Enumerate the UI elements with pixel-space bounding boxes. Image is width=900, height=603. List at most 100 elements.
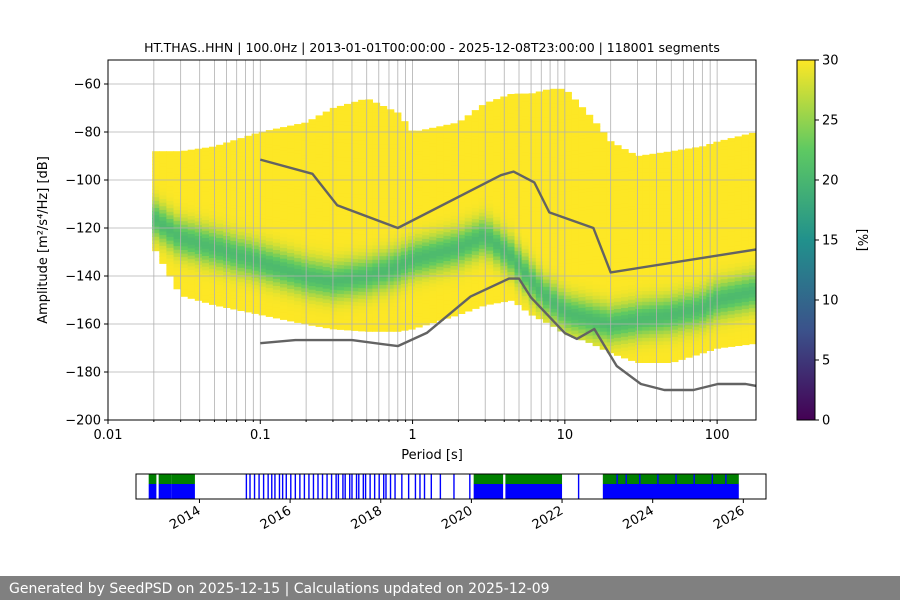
psd-cell xyxy=(266,280,274,284)
psd-cell xyxy=(309,138,317,142)
psd-cell xyxy=(472,125,480,129)
psd-cell xyxy=(266,306,274,310)
psd-cell xyxy=(507,282,515,286)
psd-cell xyxy=(301,140,309,144)
psd-cell xyxy=(422,242,430,246)
psd-cell xyxy=(301,123,309,127)
psd-cell xyxy=(728,267,736,271)
psd-cell xyxy=(742,215,750,219)
psd-cell xyxy=(223,293,231,297)
psd-cell xyxy=(543,142,551,146)
psd-cell xyxy=(614,200,622,204)
psd-cell xyxy=(586,209,594,213)
psd-cell xyxy=(578,311,586,315)
psd-cell xyxy=(380,266,388,270)
psd-cell xyxy=(578,120,586,124)
psd-cell xyxy=(728,199,736,203)
segment-bar xyxy=(149,474,157,484)
psd-cell xyxy=(380,230,388,234)
psd-cell xyxy=(387,137,395,141)
psd-cell xyxy=(436,281,444,285)
psd-cell xyxy=(493,231,501,235)
psd-cell xyxy=(301,205,309,209)
psd-cell xyxy=(493,245,501,249)
psd-cell xyxy=(323,299,331,303)
psd-cell xyxy=(742,201,750,205)
psd-cell xyxy=(522,216,530,220)
psd-cell xyxy=(174,285,182,289)
psd-cell xyxy=(358,248,366,252)
psd-cell xyxy=(635,236,643,240)
psd-cell xyxy=(642,200,650,204)
psd-cell xyxy=(621,329,629,333)
psd-cell xyxy=(280,244,288,248)
psd-cell xyxy=(678,352,686,356)
psd-cell xyxy=(166,168,174,172)
psd-cell xyxy=(699,299,707,303)
psd-cell xyxy=(515,164,523,168)
psd-cell xyxy=(408,232,416,236)
psd-cell xyxy=(472,197,480,201)
psd-cell xyxy=(593,281,601,285)
psd-cell xyxy=(586,123,594,127)
psd-cell xyxy=(237,170,245,174)
psd-cell xyxy=(287,238,295,242)
psd-cell xyxy=(593,317,601,321)
psd-cell xyxy=(387,281,395,285)
psd-cell xyxy=(564,263,572,267)
psd-column xyxy=(536,92,544,320)
psd-cell xyxy=(195,189,203,193)
psd-cell xyxy=(415,302,423,306)
psd-cell xyxy=(614,305,622,309)
psd-cell xyxy=(202,165,210,169)
psd-cell xyxy=(429,222,437,226)
psd-cell xyxy=(159,217,167,221)
psd-cell xyxy=(522,234,530,238)
psd-cell xyxy=(735,155,743,159)
psd-cell xyxy=(429,279,437,283)
psd-cell xyxy=(301,165,309,169)
psd-cell xyxy=(678,284,686,288)
psd-cell xyxy=(564,245,572,249)
psd-cell xyxy=(543,265,551,269)
psd-cell xyxy=(571,258,579,262)
psd-cell xyxy=(571,305,579,309)
psd-cell xyxy=(685,289,693,293)
psd-cell xyxy=(649,168,657,172)
psd-cell xyxy=(237,184,245,188)
psd-cell xyxy=(202,237,210,241)
psd-cell xyxy=(344,139,352,143)
psd-cell xyxy=(472,254,480,258)
psd-cell xyxy=(252,231,260,235)
psd-cell xyxy=(401,204,409,208)
psd-cell xyxy=(387,194,395,198)
psd-cell xyxy=(188,244,196,248)
psd-cell xyxy=(657,334,665,338)
psd-cell xyxy=(316,301,324,305)
psd-cell xyxy=(635,175,643,179)
psd-cell xyxy=(742,168,750,172)
psd-cell xyxy=(543,110,551,114)
psd-cell xyxy=(401,208,409,212)
psd-cell xyxy=(451,283,459,287)
psd-cell xyxy=(578,124,586,128)
psd-cell xyxy=(564,313,572,317)
psd-cell xyxy=(678,183,686,187)
psd-cell xyxy=(259,214,267,218)
psd-cell xyxy=(209,243,217,247)
psd-cell xyxy=(415,309,423,313)
psd-cell xyxy=(209,279,217,283)
psd-cell xyxy=(195,203,203,207)
psd-cell xyxy=(451,132,459,136)
psd-cell xyxy=(152,233,160,237)
psd-cell xyxy=(387,328,395,332)
psd-cell xyxy=(550,182,558,186)
psd-cell xyxy=(216,158,224,162)
psd-cell xyxy=(657,330,665,334)
psd-cell xyxy=(728,336,736,340)
psd-cell xyxy=(209,164,217,168)
psd-cell xyxy=(493,299,501,303)
psd-column xyxy=(728,138,736,347)
psd-cell xyxy=(664,200,672,204)
psd-cell xyxy=(273,206,281,210)
